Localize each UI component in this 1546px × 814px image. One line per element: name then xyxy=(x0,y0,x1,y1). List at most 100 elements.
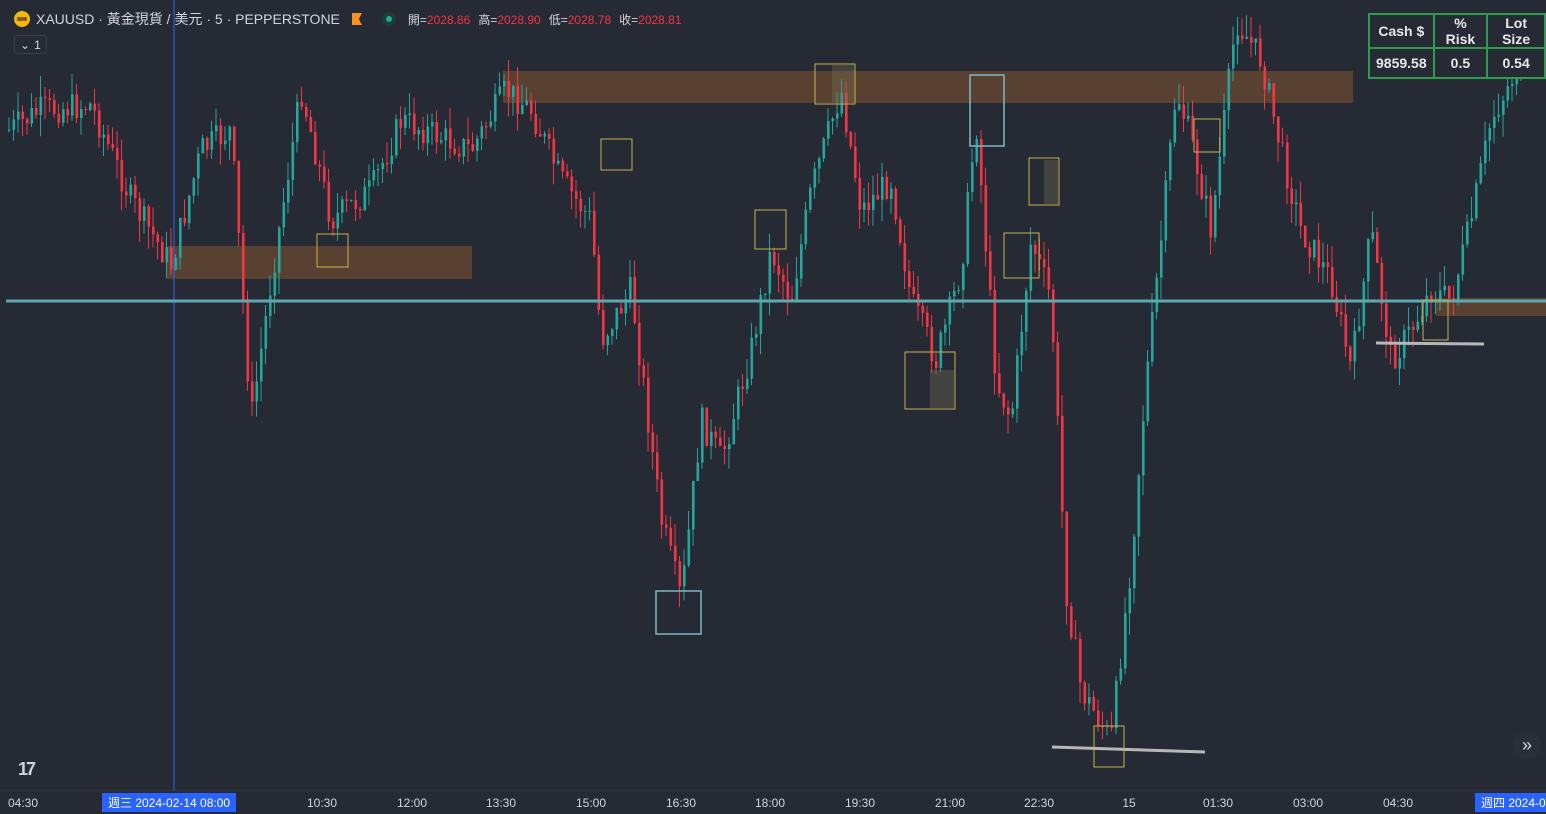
candle-body xyxy=(1187,115,1190,119)
candle-body xyxy=(71,94,74,116)
symbol-legend[interactable]: XAUUSD · 黃金現貨 / 美元 · 5 · PEPPERSTONE 開=2… xyxy=(14,9,682,29)
candle-body xyxy=(1430,295,1433,303)
candle-body xyxy=(1326,262,1330,267)
candle-body xyxy=(723,445,727,450)
candle-body xyxy=(242,232,245,303)
candle-body xyxy=(579,198,583,212)
candle-body xyxy=(102,134,106,138)
candle-body xyxy=(1079,638,1082,683)
candle-body xyxy=(984,185,988,252)
highlight-box xyxy=(754,209,787,250)
candle-body xyxy=(1497,114,1501,117)
candle-body xyxy=(287,179,290,203)
candle-body xyxy=(908,271,911,288)
candle-body xyxy=(1205,195,1208,199)
candle-body xyxy=(201,138,205,154)
candle-body xyxy=(98,110,101,138)
candle-body xyxy=(183,217,187,224)
candle-body xyxy=(741,386,745,389)
candle-body xyxy=(350,199,353,201)
tradingview-logo-icon[interactable]: 17 xyxy=(18,759,36,779)
candle-body xyxy=(980,139,983,186)
candle-body xyxy=(651,432,655,453)
candle-body xyxy=(795,278,799,301)
candle-body xyxy=(219,125,223,145)
candle-body xyxy=(935,361,938,368)
candle-body xyxy=(687,529,691,566)
candle-body xyxy=(12,119,16,130)
candle-body xyxy=(282,202,286,228)
candle-body xyxy=(1214,195,1217,238)
candle-body xyxy=(314,131,317,165)
double-chevron-right-icon[interactable]: » xyxy=(1513,731,1541,759)
candle-body xyxy=(1146,361,1150,422)
candle-body xyxy=(435,122,439,143)
candle-body xyxy=(998,373,1001,394)
candle-body xyxy=(1241,35,1244,39)
flag-icon[interactable] xyxy=(351,13,362,25)
candle-body xyxy=(39,96,43,115)
candle-body xyxy=(629,277,632,300)
candle-body xyxy=(354,199,358,209)
candle-body xyxy=(863,202,866,210)
candle-body xyxy=(480,126,484,139)
candle-body xyxy=(728,444,731,450)
candle-body xyxy=(1304,225,1307,248)
candle-body xyxy=(1461,244,1465,275)
candle-body xyxy=(1407,326,1411,330)
candle-body xyxy=(372,170,376,181)
candle-body xyxy=(476,138,479,151)
highlight-box xyxy=(904,351,956,410)
candle-body xyxy=(611,329,614,337)
candle-body xyxy=(1376,232,1379,263)
candle-body xyxy=(858,178,862,210)
candle-body xyxy=(93,103,97,111)
candle-body xyxy=(125,191,128,196)
candle-body xyxy=(1371,232,1375,240)
candle-body xyxy=(246,302,250,382)
candle-body xyxy=(1479,163,1483,184)
price-chart-canvas[interactable] xyxy=(0,0,1546,790)
candle-body xyxy=(1164,180,1168,241)
candle-body xyxy=(962,264,965,291)
candle-body xyxy=(188,195,191,224)
candle-body xyxy=(21,111,25,119)
candle-body xyxy=(809,187,812,210)
candle-body xyxy=(1034,244,1037,254)
candle-body xyxy=(498,86,502,94)
candle-body xyxy=(1488,127,1492,141)
header-cash: Cash $ xyxy=(1368,13,1435,49)
candle-body xyxy=(1124,613,1127,669)
candle-body xyxy=(1412,326,1415,330)
candle-body xyxy=(647,377,650,433)
candle-body xyxy=(1236,35,1240,45)
candle-body xyxy=(1452,298,1456,300)
time-axis[interactable]: 04:30 10:30 12:00 13:30 15:00 16:30 18:0… xyxy=(0,790,1546,814)
candle-body xyxy=(620,307,623,314)
candle-body xyxy=(719,437,722,446)
candle-body xyxy=(507,81,511,98)
candle-body xyxy=(1421,316,1424,322)
candle-body xyxy=(1119,668,1123,681)
candle-body xyxy=(395,119,398,156)
time-tick: 16:30 xyxy=(665,796,697,810)
candle-body xyxy=(1016,355,1019,409)
indicators-collapse-button[interactable]: ⌄ 1 xyxy=(14,35,47,54)
candle-body xyxy=(273,272,277,296)
candle-body xyxy=(440,140,443,143)
candle-body xyxy=(53,99,56,114)
candle-body xyxy=(111,143,115,149)
symbol-title[interactable]: XAUUSD · 黃金現貨 / 美元 · 5 · PEPPERSTONE xyxy=(36,11,340,27)
candle-body xyxy=(471,144,475,151)
candle-body xyxy=(323,166,326,182)
candle-body xyxy=(921,305,925,313)
candle-body xyxy=(606,336,610,346)
candle-body xyxy=(116,148,119,160)
candle-body xyxy=(1484,140,1487,164)
candle-body xyxy=(1425,295,1429,317)
candle-body xyxy=(386,162,389,165)
candle-body xyxy=(804,209,808,245)
candle-body xyxy=(147,206,151,227)
candle-body xyxy=(1200,174,1204,199)
candle-body xyxy=(503,81,506,87)
